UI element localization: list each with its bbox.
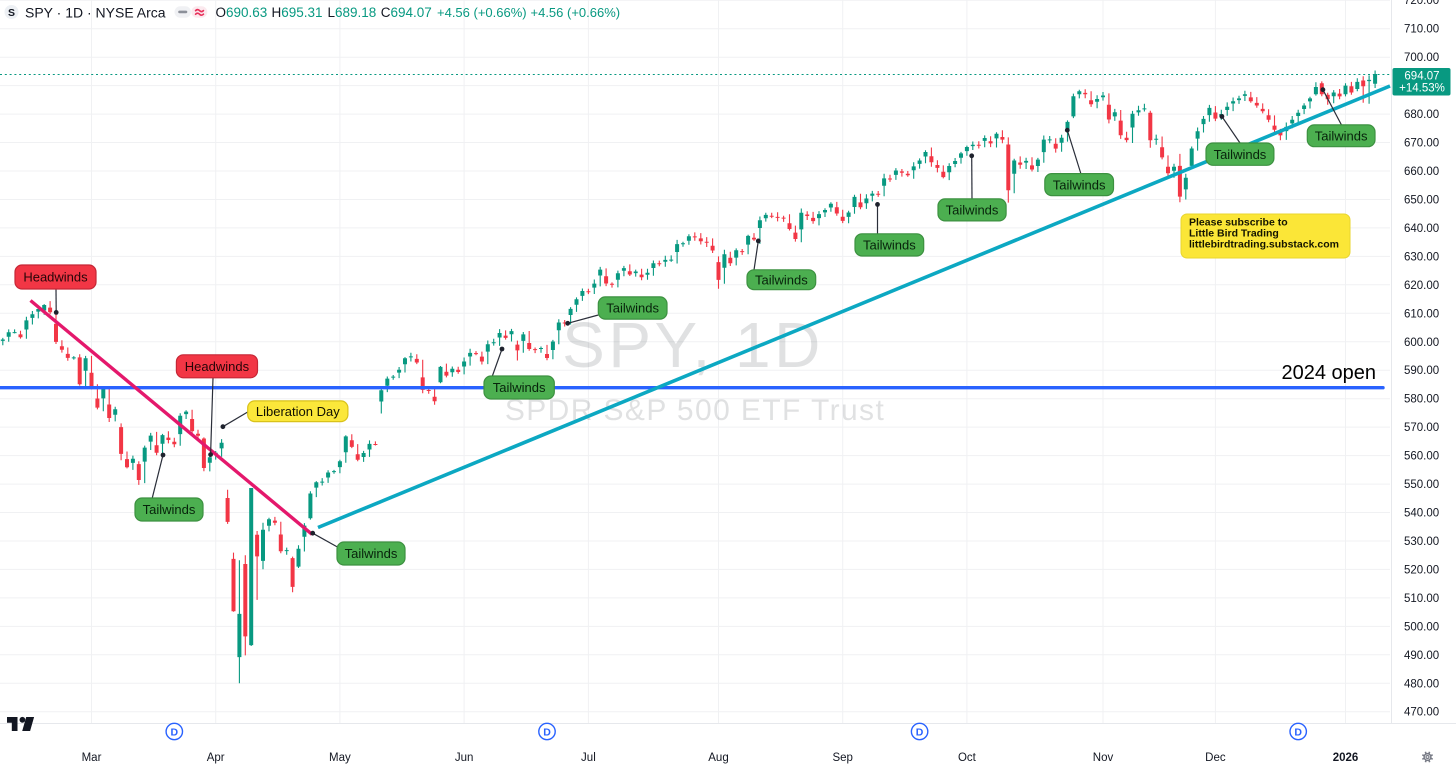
- svg-text:Dec: Dec: [1205, 752, 1226, 764]
- svg-text:Tailwinds: Tailwinds: [1315, 128, 1368, 143]
- svg-text:Please subscribe to: Please subscribe to: [1189, 217, 1288, 229]
- svg-text:O690.63: O690.63: [216, 5, 268, 20]
- svg-text:2024 open: 2024 open: [1281, 362, 1376, 384]
- svg-text:Tailwinds: Tailwinds: [345, 546, 398, 561]
- svg-text:Jun: Jun: [455, 752, 474, 764]
- svg-text:+4.56 (+0.66%): +4.56 (+0.66%): [437, 5, 527, 20]
- svg-text:570.00: 570.00: [1404, 422, 1439, 434]
- svg-text:H695.31: H695.31: [272, 5, 323, 20]
- svg-text:Little Bird Trading: Little Bird Trading: [1189, 228, 1279, 240]
- svg-text:D: D: [543, 727, 551, 739]
- svg-text:540.00: 540.00: [1404, 508, 1439, 520]
- svg-text:694.07: 694.07: [1404, 71, 1439, 83]
- svg-text:Tailwinds: Tailwinds: [493, 380, 546, 395]
- svg-text:May: May: [329, 752, 351, 764]
- svg-text:500.00: 500.00: [1404, 621, 1439, 633]
- svg-text:590.00: 590.00: [1404, 365, 1439, 377]
- svg-text:+4.56 (+0.66%): +4.56 (+0.66%): [531, 5, 621, 20]
- svg-text:Tailwinds: Tailwinds: [946, 203, 999, 218]
- svg-text:520.00: 520.00: [1404, 564, 1439, 576]
- svg-text:Tailwinds: Tailwinds: [606, 301, 659, 316]
- svg-text:Tailwinds: Tailwinds: [863, 238, 916, 253]
- svg-text:+14.53%: +14.53%: [1399, 83, 1445, 95]
- svg-text:700.00: 700.00: [1404, 52, 1439, 64]
- svg-text:Jul: Jul: [581, 752, 596, 764]
- svg-text:Aug: Aug: [708, 752, 728, 764]
- svg-text:680.00: 680.00: [1404, 109, 1439, 121]
- svg-text:600.00: 600.00: [1404, 337, 1439, 349]
- svg-text:C694.07: C694.07: [381, 5, 432, 20]
- svg-text:Liberation Day: Liberation Day: [256, 404, 340, 419]
- svg-text:620.00: 620.00: [1404, 280, 1439, 292]
- svg-text:470.00: 470.00: [1404, 707, 1439, 719]
- svg-text:670.00: 670.00: [1404, 138, 1439, 150]
- svg-text:510.00: 510.00: [1404, 593, 1439, 605]
- svg-text:2026: 2026: [1333, 752, 1359, 764]
- svg-text:Tailwinds: Tailwinds: [1053, 177, 1106, 192]
- svg-text:560.00: 560.00: [1404, 451, 1439, 463]
- svg-text:710.00: 710.00: [1404, 24, 1439, 36]
- svg-text:640.00: 640.00: [1404, 223, 1439, 235]
- svg-text:L689.18: L689.18: [328, 5, 377, 20]
- svg-text:660.00: 660.00: [1404, 166, 1439, 178]
- svg-text:Apr: Apr: [207, 752, 225, 764]
- svg-text:550.00: 550.00: [1404, 479, 1439, 491]
- svg-text:Headwinds: Headwinds: [23, 270, 88, 285]
- svg-text:530.00: 530.00: [1404, 536, 1439, 548]
- svg-text:littlebirdtrading.substack.com: littlebirdtrading.substack.com: [1189, 239, 1339, 251]
- svg-text:SPY · 1D · NYSE Arca: SPY · 1D · NYSE Arca: [25, 4, 166, 20]
- svg-text:Mar: Mar: [82, 752, 102, 764]
- svg-text:Headwinds: Headwinds: [185, 359, 250, 374]
- svg-text:Nov: Nov: [1093, 752, 1114, 764]
- svg-text:Oct: Oct: [958, 752, 977, 764]
- svg-text:720.00: 720.00: [1404, 0, 1439, 7]
- svg-text:480.00: 480.00: [1404, 678, 1439, 690]
- svg-text:Tailwinds: Tailwinds: [1214, 147, 1267, 162]
- svg-text:D: D: [916, 727, 924, 739]
- svg-text:SPY, 1D: SPY, 1D: [562, 309, 824, 381]
- svg-text:D: D: [171, 727, 179, 739]
- svg-text:580.00: 580.00: [1404, 394, 1439, 406]
- svg-text:650.00: 650.00: [1404, 195, 1439, 207]
- svg-text:D: D: [1294, 727, 1302, 739]
- svg-text:610.00: 610.00: [1404, 308, 1439, 320]
- svg-text:630.00: 630.00: [1404, 251, 1439, 263]
- svg-text:S: S: [8, 7, 15, 19]
- svg-text:Sep: Sep: [832, 752, 852, 764]
- svg-text:SPDR S&P 500 ETF Trust: SPDR S&P 500 ETF Trust: [505, 394, 885, 427]
- svg-text:Tailwinds: Tailwinds: [143, 502, 196, 517]
- svg-text:Tailwinds: Tailwinds: [755, 272, 808, 287]
- svg-text:490.00: 490.00: [1404, 650, 1439, 662]
